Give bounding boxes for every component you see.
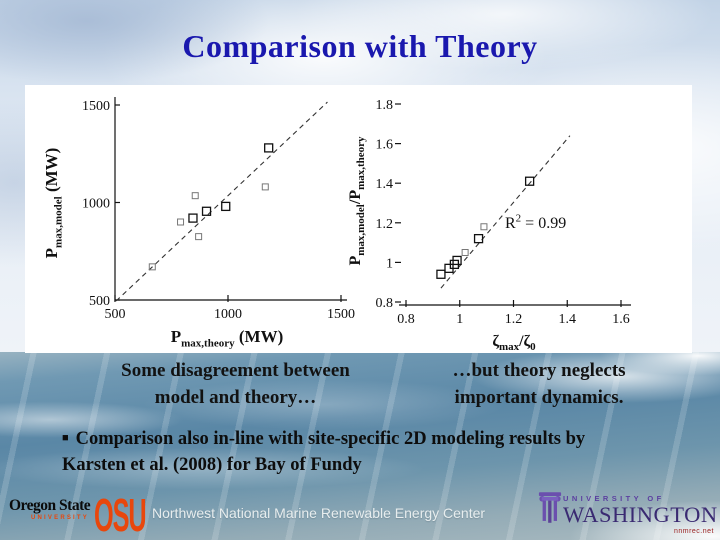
x-tick-label: 1.6 — [612, 312, 630, 327]
y-tick-label: 1.4 — [376, 177, 394, 192]
slide-title: Comparison with Theory — [182, 28, 538, 64]
data-point-square — [191, 192, 199, 200]
osu-acronym-logo: OSU — [94, 489, 147, 540]
uw-column-icon — [538, 492, 562, 523]
r-squared-annotation: R2 = 0.99 — [505, 213, 566, 232]
dashed-fit-line — [440, 135, 571, 289]
y-tick-label: 1 — [386, 256, 393, 271]
caption-left-line1: Some disagreement between — [121, 360, 350, 381]
data-point-square — [264, 143, 274, 153]
nnmrec-center-title: Northwest National Marine Renewable Ener… — [152, 505, 486, 521]
ocean-waves-background — [0, 352, 720, 540]
bullet-line1: ■ Comparison also in-line with site-speci… — [62, 426, 668, 453]
x-tick-label: 1000 — [214, 307, 242, 322]
data-point-square — [188, 213, 198, 223]
scatter-chart-power-ratio-vs-zeta-ratio: 0.8 1 1.2 1.4 1.6 0.8 1 1.2 1.4 1.6 1.8 ζmax/ζ0 Pmax… — [348, 98, 631, 353]
y-axis-label: Pmax,model/Pmax,theory — [348, 136, 367, 266]
tick-labels: 0.8 1 1.2 1.4 1.6 0.8 1 1.2 1.4 1.6 1.8 — [376, 98, 630, 327]
footer-fine-print: nnmrec.net — [673, 528, 714, 535]
data-point-square — [436, 269, 446, 279]
data-point-square — [524, 176, 535, 186]
oregon-state-university-logo: Oregon State UNIVERSITY — [9, 497, 91, 521]
y-tick-label: 0.8 — [376, 296, 394, 311]
x-tick-label: 1.4 — [559, 312, 577, 327]
x-tick-label: 500 — [105, 307, 126, 322]
x-tick-label: 0.8 — [397, 312, 415, 327]
data-point-square — [201, 206, 212, 216]
data-point-square — [480, 223, 488, 231]
x-axis-label: Pmax,theory (MW) — [171, 327, 283, 349]
caption-left: Some disagreement between model and theo… — [68, 357, 403, 411]
data-point-square — [261, 183, 269, 191]
tick-labels: 500 1000 1500 500 1000 1500 — [82, 99, 355, 322]
data-point-square — [148, 263, 156, 271]
scatter-points — [436, 176, 535, 279]
uw-logo: UNIVERSITY OF WASHINGTON — [563, 494, 718, 526]
y-tick-label: 1.6 — [376, 138, 394, 153]
scatter-chart-pmax-model-vs-theory: 500 1000 1500 500 1000 1500 Pmax,theory (MW) Pm… — [42, 97, 355, 349]
y-tick-label: 1.2 — [376, 217, 394, 232]
oregon-state-wordmark: Oregon State — [9, 497, 91, 514]
x-tick-label: 1.2 — [505, 312, 523, 327]
data-point-square — [473, 233, 484, 244]
axes — [395, 103, 631, 307]
data-point-square — [221, 201, 231, 212]
x-tick-label: 1 — [456, 312, 463, 327]
y-tick-label: 1500 — [82, 99, 110, 114]
caption-left-line2: model and theory… — [154, 387, 317, 408]
bullet-square-icon: ■ — [62, 432, 69, 444]
oregon-state-university-label: UNIVERSITY — [30, 515, 89, 521]
y-axis-label: Pmax,model (MW) — [42, 148, 64, 259]
bullet-line2: Karsten et al. (2008) for Bay of Fundy — [62, 454, 362, 475]
bullet-point: ■ Comparison also in-line with site-speci… — [62, 426, 668, 478]
x-axis-label: ζmax/ζ0 — [492, 333, 536, 353]
uw-university-of-label: UNIVERSITY OF — [563, 494, 665, 503]
y-tick-label: 1.8 — [376, 98, 394, 113]
dashed-fit-line — [115, 101, 328, 302]
data-point-square — [177, 218, 185, 226]
caption-right-line1: …but theory neglects — [452, 360, 626, 381]
y-tick-label: 500 — [89, 294, 110, 309]
data-point-square — [195, 233, 203, 241]
data-point-square — [452, 255, 462, 266]
y-tick-label: 1000 — [82, 197, 110, 212]
scatter-points — [148, 143, 274, 271]
footer: Oregon State UNIVERSITY OSU Northwest Na… — [0, 480, 720, 540]
x-tick-label: 1500 — [327, 307, 355, 322]
data-point-square — [461, 249, 469, 256]
uw-washington-wordmark: WASHINGTON — [563, 502, 718, 527]
axes — [114, 97, 347, 302]
caption-right-line2: important dynamics. — [454, 387, 624, 408]
bullet-line1-text: Comparison also in-line with site-specif… — [75, 429, 586, 449]
charts-panel: 500 1000 1500 500 1000 1500 Pmax,theory (MW) Pm… — [25, 85, 692, 353]
caption-right: …but theory neglects important dynamics. — [408, 357, 670, 411]
